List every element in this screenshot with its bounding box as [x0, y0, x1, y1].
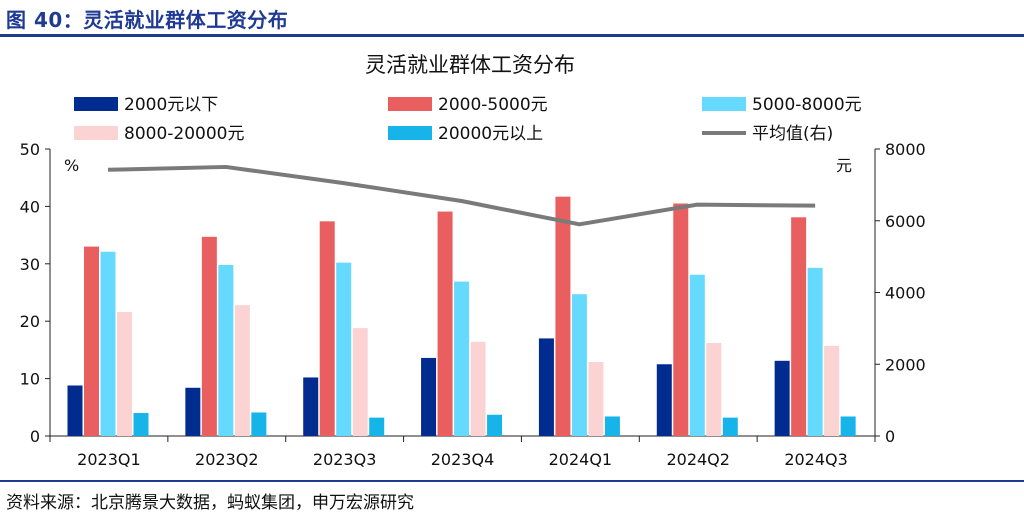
right-axis-unit: 元	[836, 156, 852, 175]
right-tick-label: 2000	[885, 355, 926, 374]
chart-title: 灵活就业群体工资分布	[365, 53, 575, 77]
right-tick-label: 8000	[885, 140, 926, 159]
bar-5-2023Q4	[487, 414, 503, 436]
top-divider	[0, 34, 1024, 37]
bar-5-2023Q2	[251, 412, 267, 436]
average-line	[107, 164, 816, 227]
x-category-label: 2023Q3	[313, 450, 377, 469]
legend-label-5: 20000元以上	[438, 124, 543, 144]
bar-3-2023Q4	[454, 281, 470, 436]
bar-4-2023Q3	[352, 328, 368, 436]
bar-3-2023Q2	[218, 264, 234, 436]
bar-1-2023Q2	[185, 387, 201, 436]
bar-2-2023Q1	[84, 246, 99, 436]
legend-swatch-3	[702, 97, 746, 111]
bar-5-2024Q1	[604, 416, 620, 436]
bar-4-2024Q1	[588, 361, 604, 436]
left-tick-label: 10	[20, 370, 40, 389]
bar-2-2024Q3	[791, 217, 807, 436]
legend: 2000元以下 2000-5000元 5000-8000元 8000-20000元 20…	[74, 95, 862, 144]
left-tick-label: 0	[30, 427, 40, 446]
bar-1-2023Q4	[421, 357, 437, 436]
bottom-divider	[0, 480, 1024, 482]
bar-4-2023Q4	[470, 341, 486, 436]
x-category-label: 2024Q3	[784, 450, 848, 469]
legend-label-4: 8000-20000元	[124, 124, 244, 144]
legend-swatch-2	[388, 97, 432, 111]
bar-2-2023Q2	[201, 236, 217, 436]
right-tick-label: 4000	[885, 284, 926, 303]
x-category-label: 2023Q2	[195, 450, 259, 469]
bar-5-2024Q3	[840, 416, 856, 436]
bar-3-2024Q1	[571, 294, 587, 436]
bar-1-2024Q2	[656, 364, 672, 436]
left-tick-label: 40	[20, 197, 40, 216]
source-note: 资料来源：北京腾景大数据，蚂蚁集团，申万宏源研究	[6, 493, 414, 513]
x-category-label: 2024Q1	[549, 450, 613, 469]
bar-2-2024Q2	[673, 203, 689, 436]
legend-label-6: 平均值(右)	[752, 124, 833, 144]
bar-1-2024Q1	[538, 338, 554, 436]
legend-swatch-1	[74, 97, 118, 111]
bar-1-2023Q1	[67, 385, 83, 436]
left-tick-label: 30	[20, 255, 40, 274]
bar-3-2023Q3	[336, 262, 352, 436]
bar-5-2024Q2	[722, 417, 738, 436]
x-category-label: 2023Q1	[77, 450, 141, 469]
x-category-label: 2024Q2	[666, 450, 730, 469]
bar-3-2024Q2	[689, 274, 705, 436]
right-tick-label: 0	[885, 427, 895, 446]
bar-2-2024Q1	[555, 196, 571, 436]
bar-1-2024Q3	[774, 360, 790, 436]
left-tick-label: 20	[20, 312, 40, 331]
legend-swatch-4	[74, 126, 118, 140]
legend-label-2: 2000-5000元	[438, 95, 548, 115]
legend-swatch-5	[388, 126, 432, 140]
left-tick-label: 50	[20, 140, 40, 159]
x-category-label: 2023Q4	[431, 450, 495, 469]
average-line-path	[107, 164, 816, 227]
bar-3-2023Q1	[100, 251, 116, 436]
bar-4-2023Q1	[117, 312, 132, 436]
bar-1-2023Q3	[303, 377, 319, 436]
bar-2-2023Q3	[319, 221, 335, 436]
chart-area: 灵活就业群体工资分布 2000元以下 2000-5000元 5000-8000元 80…	[20, 53, 926, 469]
bar-2-2023Q4	[437, 211, 453, 436]
figure-title: 图 40：灵活就业群体工资分布	[6, 8, 289, 32]
bar-4-2024Q3	[824, 345, 840, 436]
left-axis-unit: %	[64, 156, 79, 175]
bar-4-2023Q2	[234, 305, 250, 436]
bar-5-2023Q3	[369, 417, 385, 436]
legend-swatch-line	[702, 131, 746, 135]
bar-4-2024Q2	[706, 343, 722, 436]
bars	[67, 196, 856, 436]
bar-5-2023Q1	[133, 413, 149, 436]
bar-3-2024Q3	[807, 267, 823, 436]
legend-label-1: 2000元以下	[124, 95, 218, 115]
legend-label-3: 5000-8000元	[752, 95, 862, 115]
right-tick-label: 6000	[885, 212, 926, 231]
